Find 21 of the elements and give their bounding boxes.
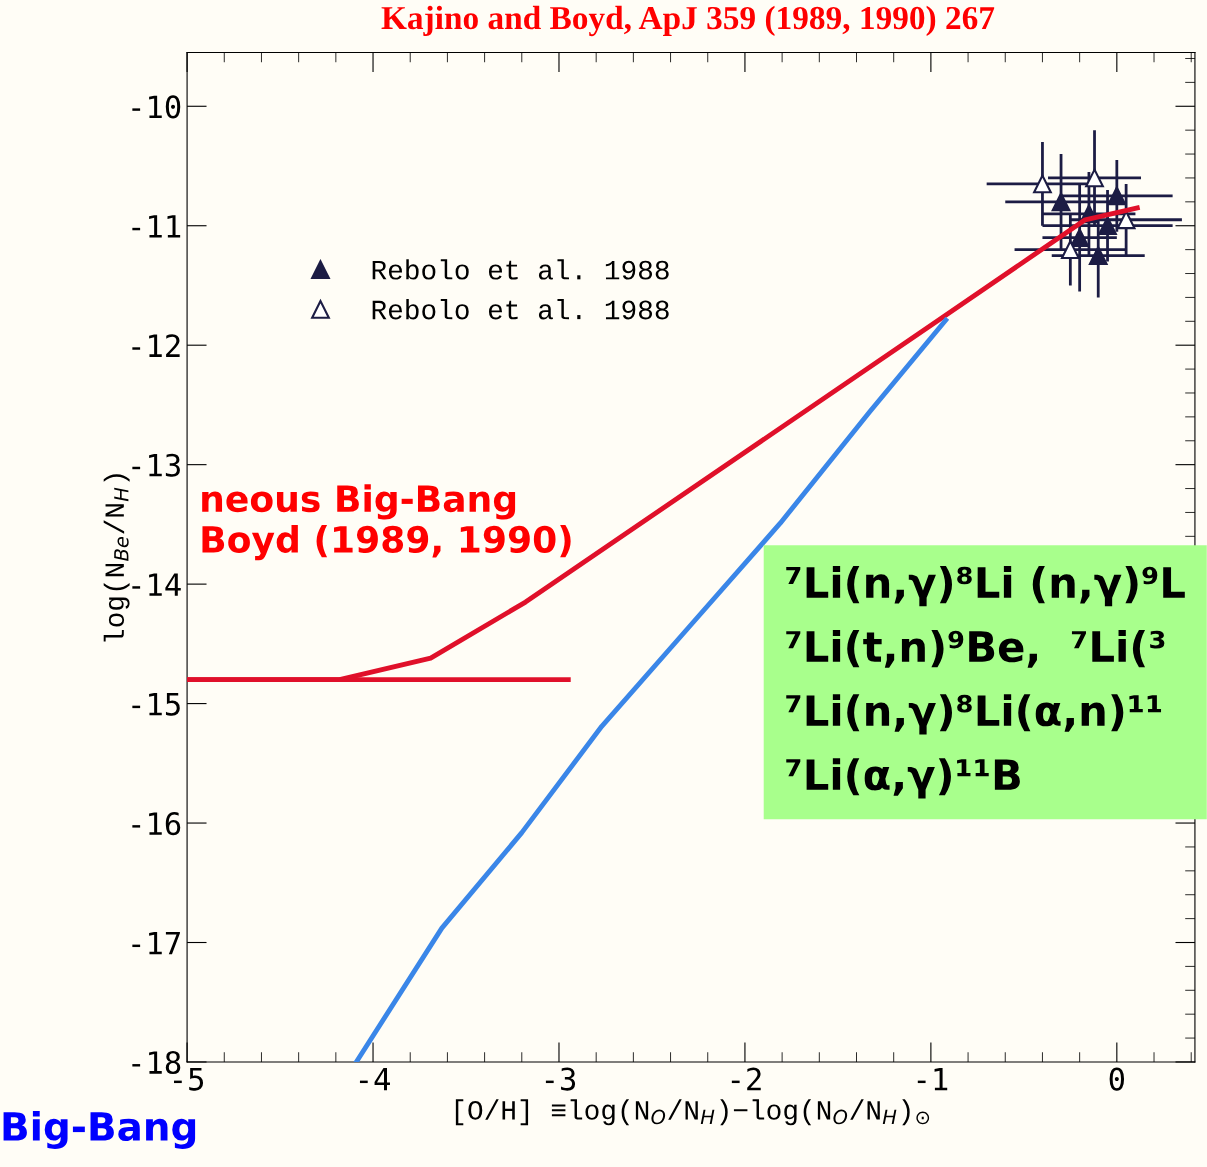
y-tick-label: -13: [132, 453, 180, 477]
x-tick-label: 0: [1109, 1067, 1125, 1091]
y-axis-title: log(N$_{Be}$/N$_{H}$): [103, 474, 130, 642]
y-tick-label: -15: [132, 693, 180, 716]
annotation: ⁷Li(n,γ)⁸Li (n,γ)⁹L ⁷Li(t,n)⁹Be, ⁷Li(³ ⁷Li(n,γ)⁸Li(α,n)¹¹ ⁷Li(α,γ)¹¹B: [786, 565, 1185, 799]
x-tick-label: -1: [917, 1067, 948, 1091]
y-tick-label: -14: [132, 573, 181, 596]
y-tick-label: -11: [132, 215, 181, 238]
y-tick-label: -10: [132, 95, 181, 119]
x-tick-label: -2: [731, 1067, 761, 1091]
y-tick-label: -12: [132, 334, 180, 357]
text: [O/H] ≡log(N$_{O}$/N$_{H}$)−log(N$_{O}$/N$_{H}$)$_{⊙}$: [455, 1099, 930, 1126]
y-tick-label: -16: [132, 812, 181, 836]
legend-label: Rebolo et al. 1988: [372, 299, 669, 320]
text: Big-Bang: [3, 1110, 196, 1149]
x-tick-label: -3: [545, 1067, 576, 1091]
x-tick-label: -4: [359, 1067, 390, 1091]
y-tick-label: -17: [132, 931, 180, 955]
legend-label: Rebolo et al. 1988: [372, 259, 669, 280]
chart-title: Kajino and Boyd, ApJ 359 (1989, 1990) 267: [381, 5, 995, 37]
annotation: neous Big-Bang Boyd (1989, 1990): [202, 484, 571, 561]
